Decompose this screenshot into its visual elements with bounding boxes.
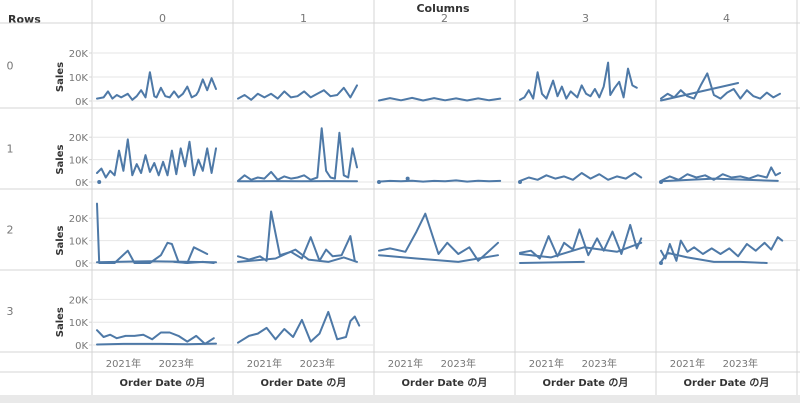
series-line-r1-c3-0 <box>520 173 641 181</box>
y-tick-label: 20K <box>69 295 89 306</box>
data-point <box>659 261 663 265</box>
y-axis-title: Sales <box>55 307 66 337</box>
y-tick-label: 0K <box>75 178 88 189</box>
y-tick-label: 0K <box>75 97 88 108</box>
y-tick-label: 10K <box>69 237 89 248</box>
panel-borders <box>0 0 800 395</box>
y-tick-label: 0K <box>75 259 88 270</box>
y-tick-label: 10K <box>69 318 89 329</box>
series-line-r0-c1-0 <box>238 85 357 99</box>
row-header-0: 0 <box>7 60 14 73</box>
rows-header-title: Rows <box>8 13 41 26</box>
series-line-r2-c1-0 <box>238 212 355 261</box>
series-line-r2-c3-2 <box>520 262 584 263</box>
row-header-2: 2 <box>7 224 14 237</box>
column-header-3: 3 <box>582 12 589 25</box>
data-point <box>377 180 381 184</box>
row-header-3: 3 <box>7 305 14 318</box>
x-axis-title: Order Date の月 <box>402 377 488 389</box>
series-line-r3-c1-0 <box>238 312 359 343</box>
x-tick-label: 2021年 <box>670 357 705 370</box>
series-line-r3-c0-1 <box>97 344 216 345</box>
x-tick-label: 2021年 <box>388 357 423 370</box>
y-tick-label: 20K <box>69 214 89 225</box>
series-lines <box>97 63 782 345</box>
column-header-4: 4 <box>723 12 730 25</box>
series-line-r2-c0-2 <box>97 261 216 262</box>
series-line-r0-c2-0 <box>379 98 500 101</box>
y-axis-title: Sales <box>55 226 66 256</box>
x-tick-label: 2021年 <box>247 357 282 370</box>
x-tick-label: 2023年 <box>441 357 476 370</box>
x-tick-label: 2023年 <box>159 357 194 370</box>
x-axis-title: Order Date の月 <box>684 377 770 389</box>
x-axis-title: Order Date の月 <box>543 377 629 389</box>
x-axis-title: Order Date の月 <box>120 377 206 389</box>
y-tick-label: 10K <box>69 156 89 167</box>
y-axis-title: Sales <box>55 62 66 92</box>
row-header-1: 1 <box>7 143 14 156</box>
data-point <box>659 180 663 184</box>
series-line-r2-c3-0 <box>520 225 641 259</box>
series-line-r2-c2-0 <box>379 214 498 261</box>
series-line-r0-c0-0 <box>97 72 216 100</box>
x-tick-label: 2023年 <box>582 357 617 370</box>
y-axis-title: Sales <box>55 145 66 175</box>
series-line-r1-c2-0 <box>379 180 500 181</box>
series-line-r2-c2-1 <box>379 255 498 262</box>
x-tick-label: 2023年 <box>723 357 758 370</box>
x-axis-title: Order Date の月 <box>261 377 347 389</box>
series-line-r2-c3-1 <box>520 243 641 258</box>
x-tick-label: 2021年 <box>529 357 564 370</box>
series-line-r3-c0-0 <box>97 330 214 344</box>
y-tick-label: 10K <box>69 73 89 84</box>
series-line-r2-c0-0 <box>97 204 214 263</box>
y-tick-label: 20K <box>69 49 89 60</box>
horizontal-scrollbar-track[interactable] <box>0 395 800 403</box>
x-tick-label: 2023年 <box>300 357 335 370</box>
column-header-0: 0 <box>159 12 166 25</box>
series-line-r1-c0-0 <box>97 139 216 177</box>
data-point <box>518 180 522 184</box>
y-tick-label: 20K <box>69 133 89 144</box>
data-point <box>97 180 101 184</box>
data-point <box>406 177 410 181</box>
y-tick-label: 0K <box>75 341 88 352</box>
series-line-r1-c1-0 <box>238 128 357 181</box>
header-labels: 0 1 2 3 4 0 1 2 3 <box>7 12 731 318</box>
column-header-1: 1 <box>300 12 307 25</box>
column-header-2: 2 <box>441 12 448 25</box>
series-line-r0-c3-0 <box>520 63 637 100</box>
x-tick-label: 2021年 <box>106 357 141 370</box>
